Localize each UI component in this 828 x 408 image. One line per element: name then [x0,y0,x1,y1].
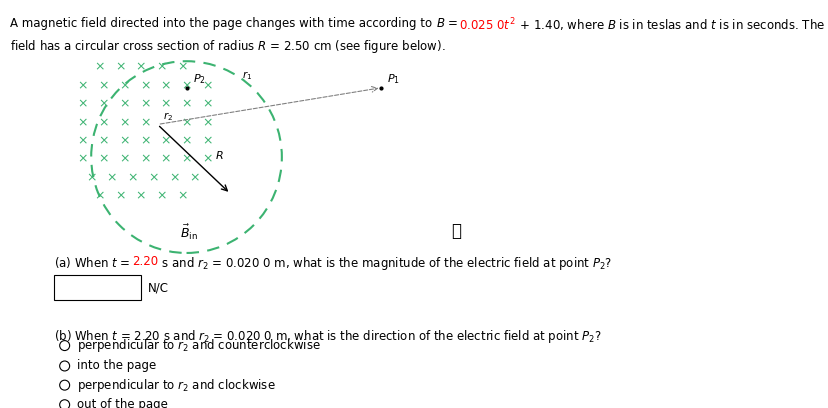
Text: ×: × [119,116,129,129]
Text: ×: × [177,61,187,74]
Text: ×: × [161,134,171,147]
Text: $R$: $R$ [214,149,223,161]
Text: (a) When $t$ =: (a) When $t$ = [54,255,132,270]
Text: field has a circular cross section of radius $R$ = 2.50 cm (see figure below).: field has a circular cross section of ra… [10,38,445,55]
Text: ×: × [202,153,212,166]
Text: N/C: N/C [147,281,168,294]
Text: ×: × [78,134,88,147]
Text: ⓘ: ⓘ [450,222,460,240]
Text: ×: × [99,116,108,129]
Text: ×: × [119,134,129,147]
Text: ×: × [161,153,171,166]
Text: ×: × [119,79,129,92]
Text: ×: × [107,171,117,184]
Text: + 1.40, where $B$ is in teslas and $t$ is in seconds. The: + 1.40, where $B$ is in teslas and $t$ i… [516,17,825,32]
Text: ×: × [99,153,108,166]
Text: ×: × [156,189,166,202]
Text: ×: × [128,171,137,184]
Text: (b) When $t$ = 2.20 s and $r_2$ = 0.020 0 m, what is the direction of the electr: (b) When $t$ = 2.20 s and $r_2$ = 0.020 … [54,328,601,346]
Text: $P_2$: $P_2$ [193,72,205,86]
Text: ×: × [78,116,88,129]
Text: ×: × [202,98,212,111]
Text: ×: × [78,79,88,92]
Text: ×: × [136,189,146,202]
Text: 0.025 0$t^2$: 0.025 0$t^2$ [459,17,516,34]
Text: A magnetic field directed into the page changes with time according to: A magnetic field directed into the page … [10,17,436,30]
Text: $P_1$: $P_1$ [387,72,400,86]
Text: ×: × [202,134,212,147]
Text: ×: × [177,189,187,202]
Text: ×: × [156,61,166,74]
Text: into the page: into the page [77,359,156,373]
Text: ×: × [202,79,212,92]
Text: ×: × [78,98,88,111]
Text: ×: × [94,189,104,202]
Text: ×: × [148,171,158,184]
Text: ×: × [181,79,191,92]
Text: ×: × [161,79,171,92]
Text: ×: × [181,116,191,129]
Text: ×: × [181,134,191,147]
Text: ×: × [94,61,104,74]
Text: ×: × [78,153,88,166]
Text: perpendicular to $r_2$ and clockwise: perpendicular to $r_2$ and clockwise [77,377,276,394]
Text: perpendicular to $r_2$ and counterclockwise: perpendicular to $r_2$ and counterclockw… [77,337,320,354]
Text: ×: × [86,171,96,184]
Text: $r_1$: $r_1$ [241,69,252,82]
Text: ×: × [99,79,108,92]
Text: ×: × [140,153,150,166]
Text: out of the page: out of the page [77,398,168,408]
Text: $r_2$: $r_2$ [163,110,173,123]
Text: ×: × [202,116,212,129]
Text: ×: × [115,61,125,74]
Text: ×: × [181,153,191,166]
FancyBboxPatch shape [54,275,141,300]
Text: ×: × [169,171,179,184]
Text: ×: × [140,116,150,129]
Text: ×: × [140,79,150,92]
Text: ×: × [99,134,108,147]
Text: $\vec{B}_{\rm in}$: $\vec{B}_{\rm in}$ [180,222,198,242]
Text: s and $r_2$ = 0.020 0 m, what is the magnitude of the electric field at point $P: s and $r_2$ = 0.020 0 m, what is the mag… [157,255,611,272]
Text: ×: × [99,98,108,111]
Text: ×: × [181,98,191,111]
Text: ×: × [136,61,146,74]
Text: ×: × [140,98,150,111]
Text: 2.20: 2.20 [132,255,157,268]
Text: ×: × [119,153,129,166]
Text: ×: × [140,134,150,147]
Text: ×: × [119,98,129,111]
Text: $B$ =: $B$ = [436,17,459,30]
Text: ×: × [161,98,171,111]
Text: ×: × [115,189,125,202]
Text: ×: × [190,171,200,184]
